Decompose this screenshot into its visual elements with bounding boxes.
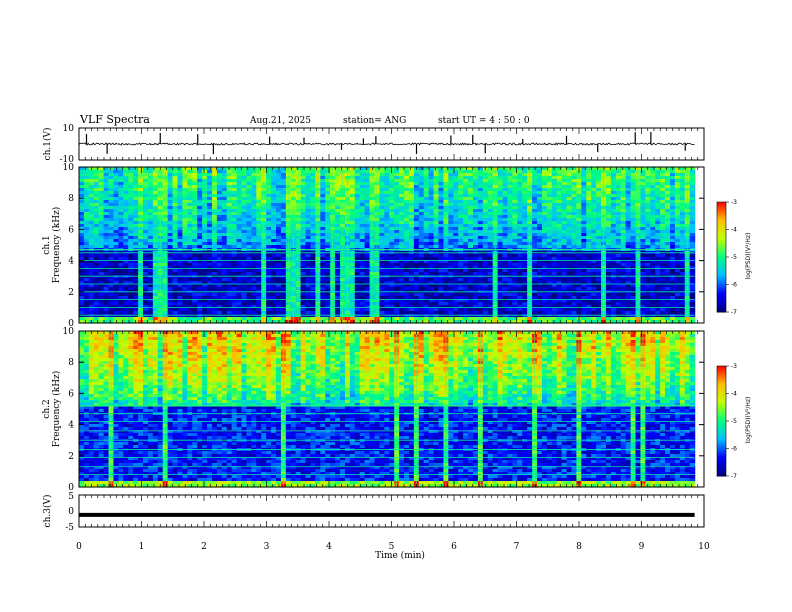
freq-ytick-label: 6 (68, 225, 74, 235)
ch3-ytick-top: 5 (68, 492, 74, 502)
ch1-ytick-top: 10 (63, 124, 75, 134)
colorbar-tick-label: -7 (731, 473, 737, 480)
time-tick-label: 2 (201, 542, 207, 552)
colorbar-tick-label: -3 (731, 199, 737, 206)
ch3-ylabel: ch.3(V) (42, 495, 53, 528)
time-tick-label: 8 (576, 542, 582, 552)
freq-ytick-label: 4 (68, 421, 74, 431)
colorbar-tick-label: -6 (731, 282, 737, 289)
time-axis-labels: 0 1 2 3 4 5 6 7 8 9 10 (76, 542, 710, 552)
freq-ytick-label: 2 (68, 452, 74, 462)
ch1-channel-label: ch.1 (42, 235, 52, 254)
ch3-ytick-mid: 0 (68, 507, 74, 517)
ch1-spectrogram-heatmap (79, 167, 696, 324)
ch2-freq-ylabel: Frequency (kHz) (51, 371, 62, 448)
station-label: station= ANG (343, 116, 406, 126)
freq-ytick-label: 6 (68, 389, 74, 399)
colorbar-tick-label: -7 (731, 309, 737, 316)
colorbar-tick-label: -5 (731, 418, 737, 425)
freq-ytick-label: 10 (63, 163, 75, 173)
time-tick-label: 9 (639, 542, 645, 552)
ch1-colorbar: -3 -4 -5 -6 -7 (716, 199, 737, 316)
colorbar-tick-label: -4 (731, 391, 737, 398)
start-time-label: start UT = 4 : 50 : 0 (438, 116, 530, 126)
colorbar-tick-label: -6 (731, 446, 737, 453)
freq-ytick-label: 8 (68, 194, 74, 204)
time-tick-label: 0 (76, 542, 82, 552)
time-tick-label: 3 (264, 542, 270, 552)
time-tick-label: 1 (139, 542, 145, 552)
time-tick-label: 4 (326, 542, 332, 552)
time-axis-ticks (78, 128, 705, 527)
time-tick-label: 6 (451, 542, 457, 552)
figure-title: VLF Spectra (79, 113, 150, 126)
time-tick-label: 5 (389, 542, 395, 552)
ch1-freq-ylabel: Frequency (kHz) (51, 207, 62, 284)
freq-ytick-label: 10 (63, 327, 75, 337)
freq-ytick-label: 0 (68, 319, 74, 329)
ch2-colorbar: -3 -4 -5 -6 -7 (716, 363, 737, 480)
date-label: Aug.21, 2025 (249, 116, 311, 126)
ch2-spectrogram-heatmap (79, 331, 696, 488)
ch2-colorbar-label: log(PSD)(V²/Hz) (745, 397, 752, 444)
colorbar-tick-label: -3 (731, 363, 737, 370)
ch1-ytick-bottom: -10 (60, 155, 75, 165)
freq-ytick-label: 0 (68, 483, 74, 493)
time-tick-label: 7 (514, 542, 520, 552)
time-tick-label: 10 (698, 542, 710, 552)
time-axis-title: Time (min) (375, 550, 425, 561)
ch1-colorbar-label: log(PSD)(V²/Hz) (745, 233, 752, 280)
colorbar-tick-label: -4 (731, 227, 737, 234)
colorbar-tick-label: -5 (731, 254, 737, 261)
freq-ytick-label: 8 (68, 358, 74, 368)
ch2-channel-label: ch.2 (42, 399, 52, 418)
ch1-waveform-trace (78, 142, 695, 146)
freq-ytick-label: 4 (68, 257, 74, 267)
ch1-ylabel: ch.1(V) (42, 128, 53, 161)
ch3-ytick-bottom: -5 (65, 523, 74, 533)
freq-ytick-label: 2 (68, 288, 74, 298)
